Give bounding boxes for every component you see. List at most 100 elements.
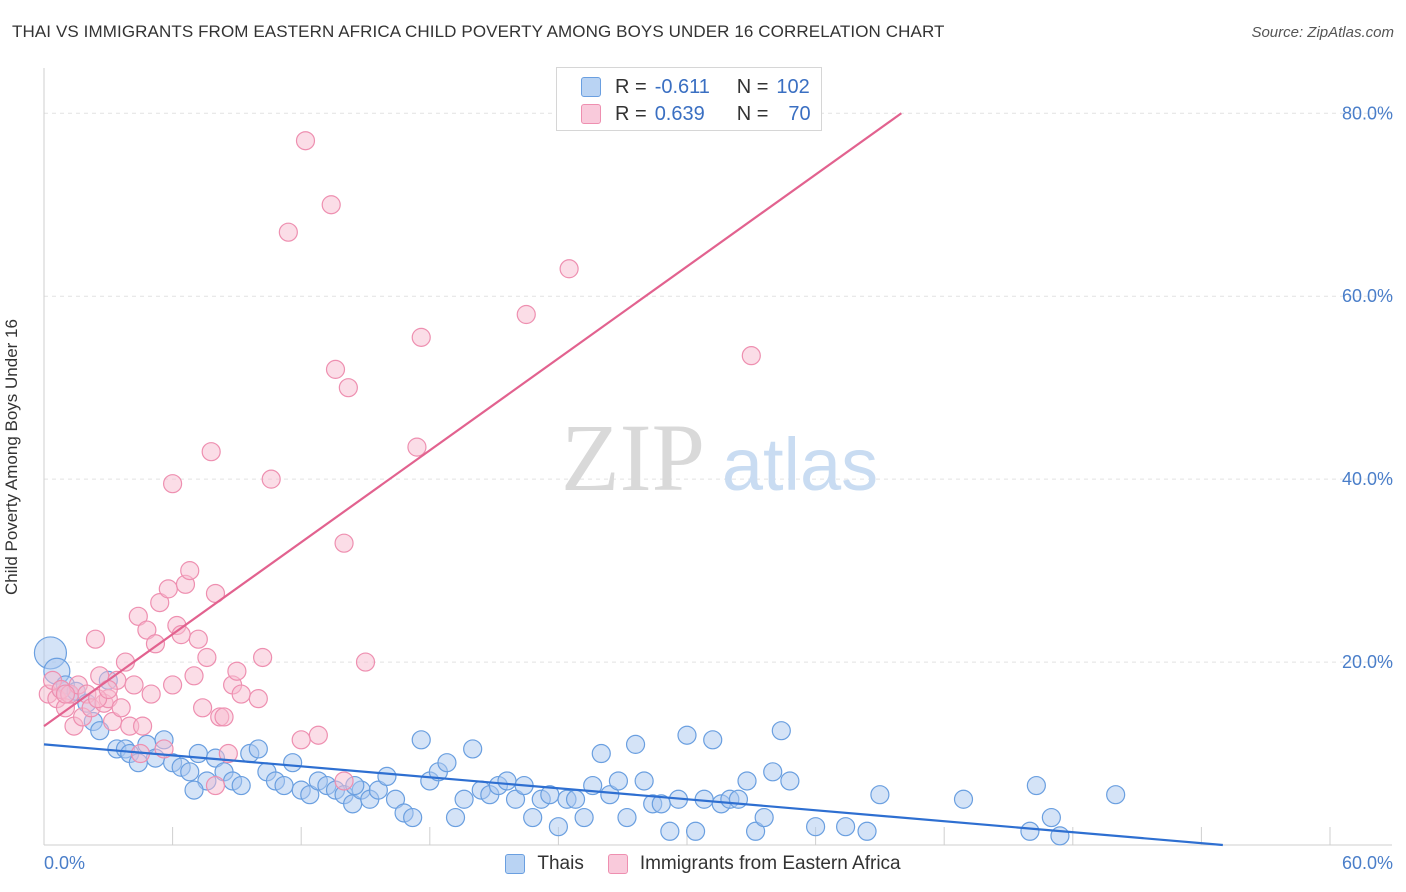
bottom-legend-swatch-blue bbox=[505, 854, 526, 874]
data-point bbox=[218, 743, 238, 764]
data-point bbox=[780, 771, 800, 791]
chart-title: THAI VS IMMIGRANTS FROM EASTERN AFRICA C… bbox=[12, 22, 945, 41]
data-point bbox=[334, 533, 354, 553]
data-point bbox=[184, 780, 204, 800]
data-point bbox=[559, 259, 579, 279]
legend-n-label: N = bbox=[736, 102, 769, 125]
data-point bbox=[163, 675, 183, 695]
data-point bbox=[870, 785, 890, 805]
data-point bbox=[634, 771, 654, 791]
data-point bbox=[150, 593, 170, 613]
data-point bbox=[771, 721, 791, 741]
legend-r-label: R = bbox=[615, 75, 647, 98]
axes bbox=[43, 68, 1392, 846]
data-point bbox=[407, 437, 427, 457]
data-point bbox=[591, 743, 611, 764]
data-point bbox=[128, 606, 148, 626]
data-point bbox=[745, 821, 766, 841]
data-point bbox=[253, 647, 273, 668]
trend-line-immigrants bbox=[43, 112, 902, 727]
data-point bbox=[132, 716, 153, 736]
data-point bbox=[454, 789, 474, 809]
data-point bbox=[660, 821, 680, 841]
watermark-zip: ZIP bbox=[561, 404, 705, 511]
data-point bbox=[516, 304, 536, 325]
bottom-legend-thais: Thais bbox=[505, 853, 584, 875]
data-point bbox=[231, 684, 251, 704]
data-point bbox=[141, 684, 161, 704]
series-thais bbox=[33, 636, 1126, 846]
data-point bbox=[227, 661, 247, 681]
data-point bbox=[124, 675, 144, 695]
data-point bbox=[953, 789, 974, 809]
data-point bbox=[411, 327, 431, 347]
legend-row-immigrants: R = 0.639 N = 70 bbox=[581, 101, 811, 127]
bottom-legend-immigrants: Immigrants from Eastern Africa bbox=[607, 853, 901, 875]
data-point bbox=[188, 743, 208, 764]
data-point bbox=[145, 634, 166, 654]
data-point bbox=[283, 753, 303, 773]
data-point bbox=[205, 775, 226, 796]
source-credit: Source: ZipAtlas.com bbox=[1251, 24, 1394, 41]
data-point bbox=[180, 762, 200, 782]
data-point bbox=[334, 771, 354, 791]
data-point bbox=[231, 775, 251, 796]
data-point bbox=[98, 679, 118, 700]
data-point bbox=[685, 821, 706, 841]
data-point bbox=[703, 730, 723, 750]
data-point bbox=[248, 739, 268, 759]
data-point bbox=[737, 771, 757, 791]
data-point bbox=[278, 222, 298, 242]
data-point bbox=[308, 725, 328, 745]
data-point bbox=[197, 647, 217, 668]
data-point bbox=[437, 753, 457, 773]
data-point bbox=[248, 689, 268, 709]
legend-row-thais: R = -0.611 N = 102 bbox=[581, 74, 810, 100]
data-point bbox=[754, 807, 774, 828]
watermark: ZIP atlas bbox=[561, 404, 878, 511]
data-point bbox=[728, 789, 749, 809]
data-point bbox=[55, 684, 76, 704]
data-point bbox=[411, 730, 431, 750]
bottom-legend-label-thais: Thais bbox=[537, 853, 584, 874]
data-point bbox=[163, 474, 183, 494]
y-tick-label: 40.0% bbox=[1342, 469, 1393, 489]
data-point bbox=[857, 821, 877, 841]
data-point bbox=[188, 629, 208, 649]
data-point bbox=[193, 698, 213, 718]
data-point bbox=[565, 789, 586, 809]
gridlines bbox=[44, 112, 1392, 663]
y-tick-label: 60.0% bbox=[1342, 286, 1393, 306]
data-point bbox=[574, 807, 594, 828]
x-tick-label: 0.0% bbox=[44, 853, 85, 873]
legend-r-label: R = bbox=[615, 102, 647, 125]
x-tick-label: 60.0% bbox=[1342, 853, 1393, 873]
data-point bbox=[137, 620, 157, 640]
data-point bbox=[355, 652, 376, 672]
legend-r-value: 0.639 bbox=[654, 102, 705, 125]
data-point bbox=[1041, 807, 1061, 828]
data-point bbox=[111, 698, 131, 718]
data-point bbox=[600, 785, 620, 805]
data-point bbox=[321, 195, 341, 215]
data-point bbox=[617, 807, 637, 828]
trend-line-thais bbox=[43, 743, 1223, 847]
legend-n-label: N = bbox=[736, 75, 769, 98]
data-point bbox=[385, 789, 406, 809]
y-tick-label: 80.0% bbox=[1342, 103, 1393, 123]
legend-swatch-blue bbox=[581, 77, 601, 97]
bottom-legend: Thais Immigrants from Eastern Africa bbox=[0, 851, 1406, 877]
data-point bbox=[463, 739, 483, 759]
legend-n-value: 70 bbox=[788, 102, 811, 125]
data-point bbox=[338, 378, 358, 398]
bottom-legend-label-immigrants: Immigrants from Eastern Africa bbox=[639, 853, 901, 874]
data-point bbox=[741, 346, 761, 366]
series-immigrants bbox=[38, 131, 761, 796]
trend-lines bbox=[43, 112, 1223, 847]
data-point bbox=[180, 561, 200, 581]
data-point bbox=[1020, 821, 1040, 841]
legend: R = -0.611 N = 102 R = 0.639 N = 70 bbox=[556, 67, 822, 131]
legend-swatch-pink bbox=[581, 104, 601, 124]
data-point bbox=[625, 734, 646, 754]
